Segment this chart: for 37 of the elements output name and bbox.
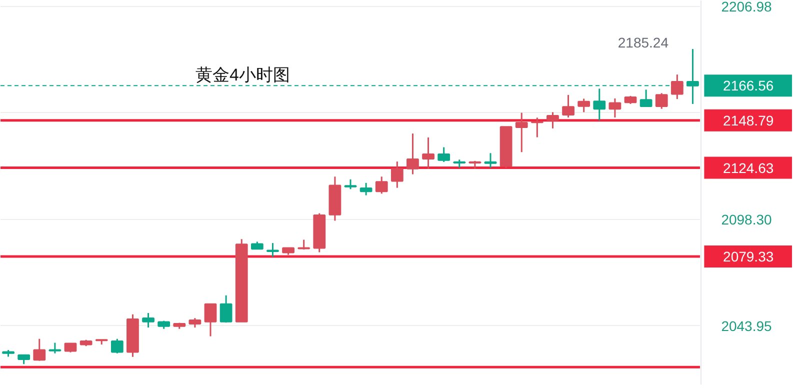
y-tick-label: 2043.95 bbox=[721, 318, 772, 334]
annotation: 2185.24 bbox=[618, 34, 669, 50]
candlestick bbox=[344, 178, 357, 190]
ref-line-label: 2166.56 bbox=[723, 78, 774, 94]
candlestick bbox=[655, 92, 668, 110]
candlestick bbox=[33, 338, 46, 362]
y-tick-label: 2206.98 bbox=[721, 0, 772, 14]
candlestick bbox=[188, 317, 202, 328]
candlestick bbox=[515, 112, 528, 153]
candlestick bbox=[48, 342, 62, 354]
text: 黄金4小时图 bbox=[196, 66, 290, 84]
candlestick bbox=[578, 98, 590, 113]
candlestick bbox=[360, 182, 372, 196]
candlestick bbox=[204, 303, 217, 338]
candlestick bbox=[670, 74, 684, 100]
ref-line-label: 2079.33 bbox=[723, 248, 774, 265]
candlestick bbox=[530, 116, 544, 138]
candlestick bbox=[640, 88, 652, 108]
ref-line-label: 2124.63 bbox=[723, 160, 774, 176]
ref-line-label: 2148.79 bbox=[723, 112, 774, 128]
candlestick bbox=[110, 338, 124, 354]
y-tick-label: 2098.30 bbox=[721, 211, 772, 228]
candlestick bbox=[593, 88, 606, 122]
candlestick bbox=[220, 294, 232, 324]
candlestick bbox=[266, 242, 279, 258]
candlestick bbox=[686, 48, 699, 105]
candlestick bbox=[390, 160, 404, 189]
candlestick bbox=[546, 111, 559, 130]
candlestick bbox=[406, 132, 419, 176]
candlestick bbox=[608, 98, 622, 118]
candlestick bbox=[562, 94, 574, 118]
candlestick bbox=[18, 354, 30, 365]
candlestick bbox=[422, 136, 434, 170]
candlestick bbox=[142, 312, 154, 328]
candlestick bbox=[375, 176, 388, 194]
candlestick bbox=[438, 146, 450, 163]
candlestick bbox=[484, 152, 497, 169]
